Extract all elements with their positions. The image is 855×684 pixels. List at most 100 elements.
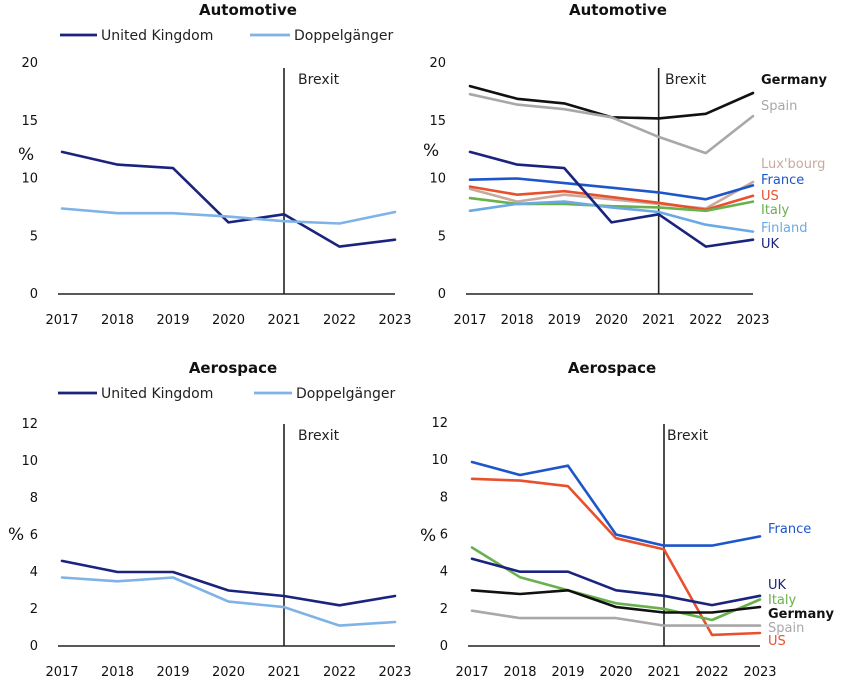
series-line-uk xyxy=(470,557,762,607)
chart-title: Aerospace xyxy=(189,359,277,377)
series-label: Lux'bourg xyxy=(761,157,825,172)
y-tick-label: 20 xyxy=(429,56,446,71)
series-label: UK xyxy=(768,578,787,593)
x-tick-label: 2018 xyxy=(501,313,534,328)
y-tick-label: 0 xyxy=(30,639,38,654)
y-tick-label: 6 xyxy=(440,528,448,543)
x-tick-label: 2023 xyxy=(743,665,776,680)
x-tick-label: 2020 xyxy=(212,665,245,680)
series-line-finland xyxy=(468,200,755,233)
x-tick-label: 2021 xyxy=(647,665,680,680)
series-label: Finland xyxy=(761,221,807,236)
series-label: France xyxy=(761,173,804,188)
y-tick-label: 15 xyxy=(21,114,38,129)
chart-panel-3: Aerospace% 0 2 4 6 8 10 12 2017 2018 2019 2020 2021 2… xyxy=(8,359,412,680)
x-tick-label: 2022 xyxy=(323,665,356,680)
y-tick-label: 12 xyxy=(431,416,448,431)
y-tick-label: 4 xyxy=(440,565,448,580)
x-tick-label: 2018 xyxy=(503,665,536,680)
chart-panel-4: Aerospace% 0 2 4 6 8 10 12 2017 2018 2019 2020 2021 2… xyxy=(420,359,834,680)
brexit-label: Brexit xyxy=(665,72,707,88)
y-tick-label: 4 xyxy=(30,565,38,580)
y-tick-label: 20 xyxy=(21,56,38,71)
x-tick-label: 2017 xyxy=(45,665,78,680)
x-tick-label: 2017 xyxy=(455,665,488,680)
y-tick-label: 0 xyxy=(438,287,446,302)
series-label: Germany xyxy=(768,607,834,622)
series-line-spain xyxy=(470,609,762,627)
y-axis-label: % xyxy=(423,141,439,161)
x-tick-label: 2018 xyxy=(101,313,134,328)
x-tick-label: 2023 xyxy=(736,313,769,328)
chart-title: Automotive xyxy=(569,1,667,19)
x-tick-label: 2023 xyxy=(378,313,411,328)
series-line-france xyxy=(468,177,755,201)
chart-title: Automotive xyxy=(199,1,297,19)
series-line-spain xyxy=(468,92,755,155)
y-tick-label: 2 xyxy=(30,602,38,617)
series-line-united-kingdom xyxy=(60,150,397,248)
series-label: US xyxy=(768,634,786,649)
series-label: Germany xyxy=(761,73,827,88)
chart-title: Aerospace xyxy=(568,359,656,377)
y-tick-label: 10 xyxy=(21,454,38,469)
y-tick-label: 0 xyxy=(30,287,38,302)
x-tick-label: 2022 xyxy=(323,313,356,328)
series-line-uk xyxy=(468,150,755,248)
series-label: US xyxy=(761,189,779,204)
x-tick-label: 2020 xyxy=(212,313,245,328)
y-tick-label: 12 xyxy=(21,417,38,432)
y-tick-label: 0 xyxy=(440,639,448,654)
series-label: France xyxy=(768,522,811,537)
x-tick-label: 2021 xyxy=(267,313,300,328)
legend-label: United Kingdom xyxy=(101,28,213,44)
series-line-united-kingdom xyxy=(60,559,397,607)
y-tick-label: 5 xyxy=(30,229,38,244)
x-tick-label: 2019 xyxy=(548,313,581,328)
series-label: UK xyxy=(761,237,780,252)
x-tick-label: 2019 xyxy=(156,313,189,328)
x-tick-label: 2022 xyxy=(695,665,728,680)
y-axis-label: % xyxy=(18,145,34,165)
series-label: Italy xyxy=(768,593,797,608)
y-tick-label: 2 xyxy=(440,602,448,617)
y-tick-label: 5 xyxy=(438,229,446,244)
brexit-label: Brexit xyxy=(667,428,709,444)
x-tick-label: 2019 xyxy=(156,665,189,680)
y-tick-label: 8 xyxy=(440,490,448,505)
x-tick-label: 2020 xyxy=(599,665,632,680)
x-tick-label: 2021 xyxy=(642,313,675,328)
legend-label: Doppelgänger xyxy=(296,386,395,402)
series-line-us xyxy=(470,477,762,637)
x-tick-label: 2023 xyxy=(378,665,411,680)
series-line-france xyxy=(470,460,762,547)
x-tick-label: 2022 xyxy=(689,313,722,328)
x-tick-label: 2019 xyxy=(551,665,584,680)
legend-label: United Kingdom xyxy=(101,386,213,402)
y-tick-label: 8 xyxy=(30,491,38,506)
y-tick-label: 15 xyxy=(429,114,446,129)
x-tick-label: 2017 xyxy=(45,313,78,328)
y-axis-label: % xyxy=(420,526,436,546)
series-label: Spain xyxy=(761,99,797,114)
x-tick-label: 2020 xyxy=(595,313,628,328)
chart-panel-2: Automotive% 0 5 10 15 20 2017 2018 2019 2020 2021 2… xyxy=(423,1,827,328)
series-label: Spain xyxy=(768,621,804,636)
y-tick-label: 6 xyxy=(30,528,38,543)
series-line-doppelg-nger xyxy=(60,207,397,225)
x-tick-label: 2018 xyxy=(101,665,134,680)
x-tick-label: 2021 xyxy=(267,665,300,680)
series-line-italy xyxy=(470,546,762,622)
brexit-label: Brexit xyxy=(298,72,340,88)
series-label: Italy xyxy=(761,203,790,218)
x-tick-label: 2017 xyxy=(453,313,486,328)
brexit-label: Brexit xyxy=(298,428,340,444)
y-tick-label: 10 xyxy=(431,453,448,468)
y-tick-label: 10 xyxy=(429,172,446,187)
y-tick-label: 10 xyxy=(21,172,38,187)
legend-label: Doppelgänger xyxy=(294,28,393,44)
series-line-germany xyxy=(470,588,762,614)
chart-panel-1: Automotive% 0 5 10 15 20 2017 2018 2019 2020 2021 2… xyxy=(18,1,412,328)
y-axis-label: % xyxy=(8,525,24,545)
